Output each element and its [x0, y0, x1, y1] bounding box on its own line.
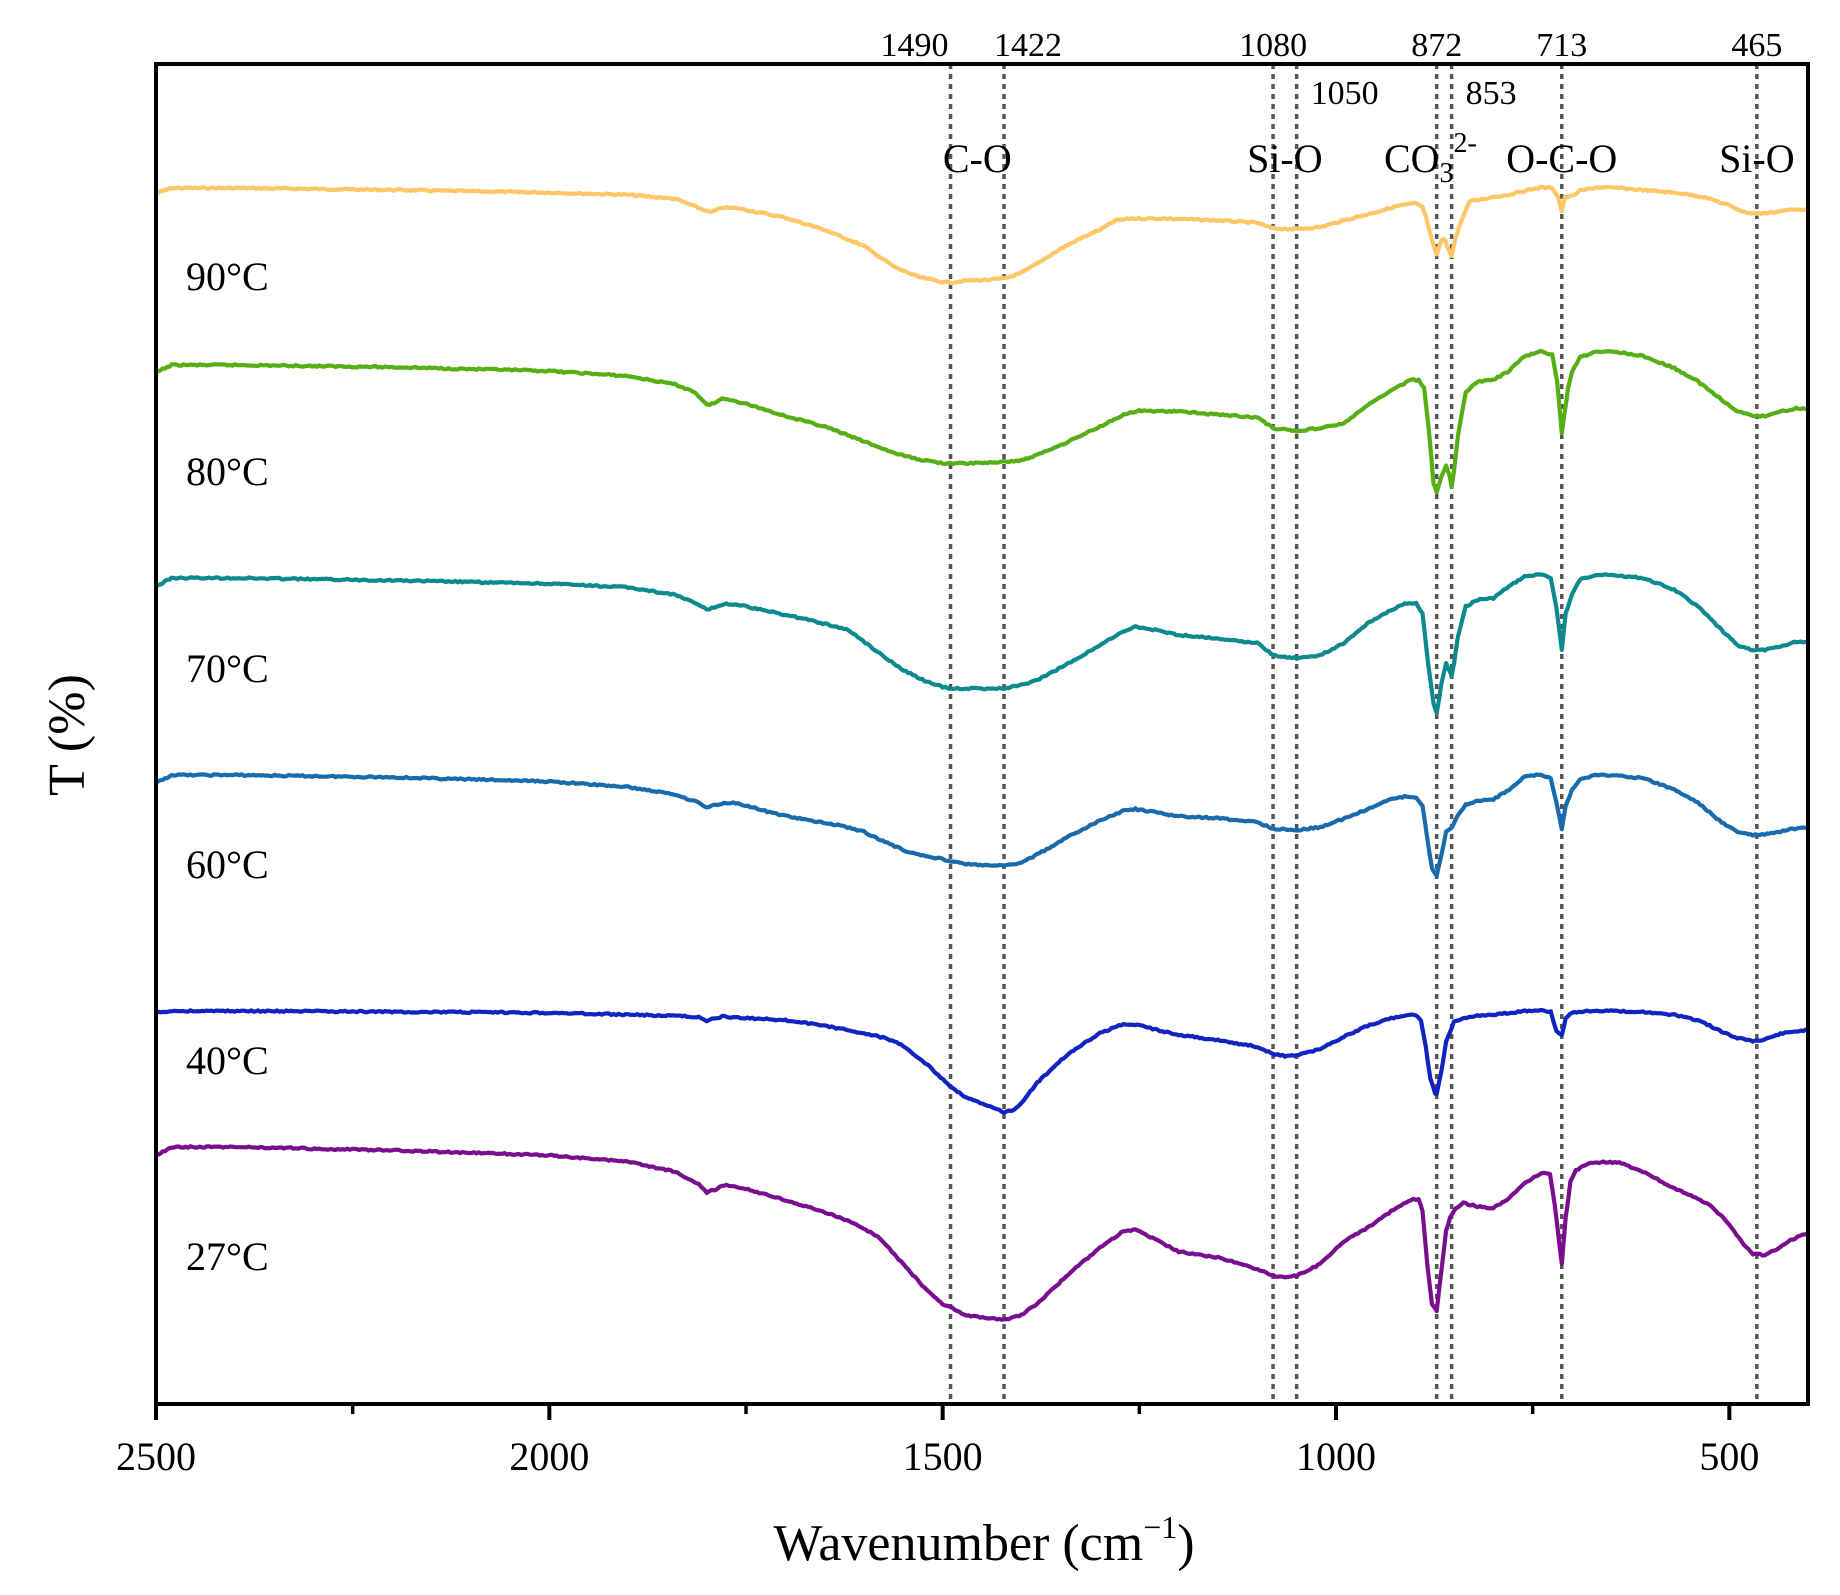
- x-axis-title: Wavenumber (cm−1): [773, 1509, 1194, 1572]
- band-label-3: O-C-O: [1506, 136, 1617, 181]
- peak-label-465: 465: [1731, 27, 1782, 64]
- x-tick-label-1500: 1500: [903, 1434, 983, 1479]
- series-line-27c: [153, 1144, 1811, 1322]
- x-tick-label-2000: 2000: [509, 1434, 589, 1479]
- series-line-40c: [153, 1007, 1811, 1115]
- band-label-2: CO32-: [1384, 128, 1477, 189]
- spectrum-lines: [153, 184, 1811, 1322]
- y-axis-title: T (%): [39, 674, 96, 796]
- reference-lines: [948, 64, 1759, 1404]
- plot-frame: [154, 62, 1810, 1406]
- series-label-40c: 40°C: [186, 1038, 269, 1083]
- series-label-80c: 80°C: [186, 449, 269, 494]
- series-label-70c: 70°C: [186, 646, 269, 691]
- series-label-90c: 90°C: [186, 254, 269, 299]
- series-line-60c: [153, 772, 1811, 879]
- x-tick-label-2500: 2500: [116, 1434, 196, 1479]
- series-label-27c: 27°C: [186, 1234, 269, 1279]
- x-axis: 2500 2000 1500 1000 500: [116, 1404, 1759, 1479]
- series-labels: 90°C 80°C 70°C 60°C 40°C 27°C: [186, 254, 269, 1279]
- series-line-70c: [153, 572, 1811, 716]
- peak-label-1490: 1490: [881, 27, 949, 64]
- band-label-1: Si-O: [1247, 136, 1323, 181]
- peak-label-1050: 1050: [1311, 75, 1379, 112]
- peak-label-872: 872: [1411, 27, 1462, 64]
- band-label-4: Si-O: [1719, 136, 1795, 181]
- series-label-60c: 60°C: [186, 842, 269, 887]
- peak-label-853: 853: [1466, 75, 1517, 112]
- x-tick-label-500: 500: [1699, 1434, 1759, 1479]
- band-labels: C-O Si-O CO32- O-C-O Si-O: [943, 128, 1795, 189]
- peak-label-1422: 1422: [994, 27, 1062, 64]
- peak-label-1080: 1080: [1239, 27, 1307, 64]
- series-line-90c: [153, 184, 1811, 286]
- series-line-80c: [153, 348, 1811, 495]
- band-label-0: C-O: [943, 136, 1012, 181]
- x-tick-label-1000: 1000: [1296, 1434, 1376, 1479]
- peak-label-713: 713: [1536, 27, 1587, 64]
